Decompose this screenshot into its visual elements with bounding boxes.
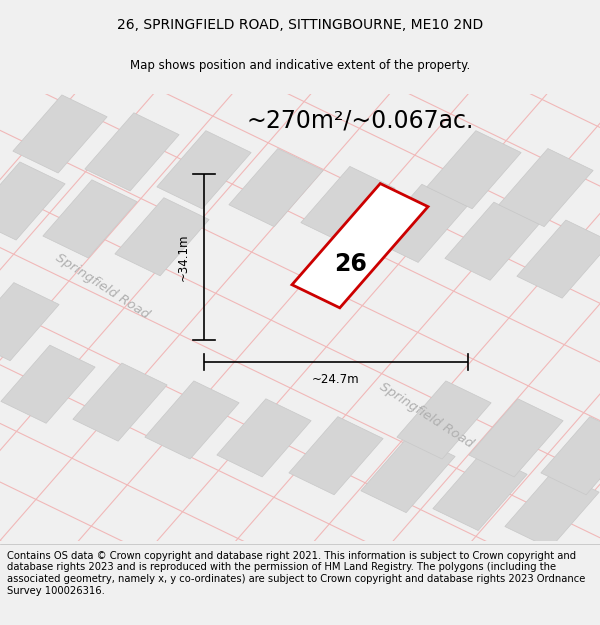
Text: Springfield Road: Springfield Road bbox=[53, 251, 151, 321]
Polygon shape bbox=[499, 149, 593, 227]
Polygon shape bbox=[445, 202, 539, 280]
Polygon shape bbox=[0, 162, 65, 240]
Text: ~24.7m: ~24.7m bbox=[312, 373, 360, 386]
Text: ~270m²/~0.067ac.: ~270m²/~0.067ac. bbox=[247, 109, 473, 132]
Polygon shape bbox=[301, 166, 395, 244]
Polygon shape bbox=[217, 399, 311, 477]
Text: 26: 26 bbox=[335, 251, 367, 276]
Polygon shape bbox=[0, 282, 59, 361]
Polygon shape bbox=[85, 112, 179, 191]
Polygon shape bbox=[229, 149, 323, 227]
Polygon shape bbox=[541, 417, 600, 495]
Polygon shape bbox=[157, 131, 251, 209]
Polygon shape bbox=[427, 131, 521, 209]
Polygon shape bbox=[289, 417, 383, 495]
Text: Springfield Road: Springfield Road bbox=[377, 381, 475, 451]
Polygon shape bbox=[469, 399, 563, 477]
Polygon shape bbox=[115, 198, 209, 276]
Polygon shape bbox=[292, 184, 428, 308]
Polygon shape bbox=[373, 184, 467, 262]
Polygon shape bbox=[397, 381, 491, 459]
Text: Map shows position and indicative extent of the property.: Map shows position and indicative extent… bbox=[130, 59, 470, 72]
Polygon shape bbox=[433, 452, 527, 531]
Polygon shape bbox=[145, 381, 239, 459]
Polygon shape bbox=[517, 220, 600, 298]
Polygon shape bbox=[1, 345, 95, 423]
Text: ~34.1m: ~34.1m bbox=[176, 233, 190, 281]
Text: 26, SPRINGFIELD ROAD, SITTINGBOURNE, ME10 2ND: 26, SPRINGFIELD ROAD, SITTINGBOURNE, ME1… bbox=[117, 18, 483, 32]
Polygon shape bbox=[43, 180, 137, 258]
Polygon shape bbox=[505, 470, 599, 548]
Polygon shape bbox=[361, 434, 455, 512]
Text: Contains OS data © Crown copyright and database right 2021. This information is : Contains OS data © Crown copyright and d… bbox=[7, 551, 586, 596]
Polygon shape bbox=[13, 95, 107, 173]
Polygon shape bbox=[73, 363, 167, 441]
